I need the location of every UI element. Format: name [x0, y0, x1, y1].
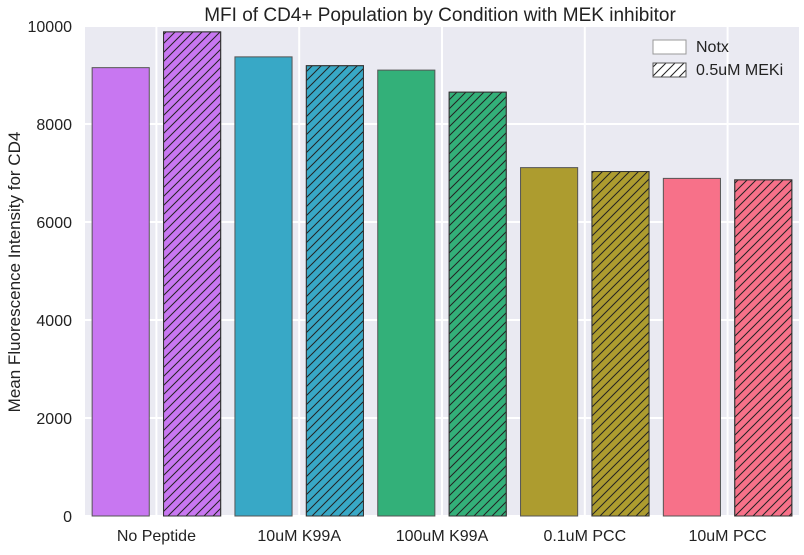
y-axis-ticks: 0 2000 4000 6000 8000 10000 — [28, 19, 73, 526]
x-tick-label: 0.1uM PCC — [543, 528, 626, 545]
bar-hatch-100um-k99a — [448, 91, 507, 517]
y-tick-label: 10000 — [28, 19, 73, 36]
legend-label-notx: Notx — [696, 39, 729, 56]
legend-label-meki: 0.5uM MEKi — [696, 62, 783, 79]
legend: Notx 0.5uM MEKi — [652, 39, 783, 79]
chart-title: MFI of CD4+ Population by Condition with… — [204, 5, 676, 26]
bar-hatch-0-1um-pcc — [591, 171, 650, 517]
x-tick-label: 100uM K99A — [396, 528, 489, 545]
bars — [91, 31, 793, 517]
y-tick-label: 0 — [63, 509, 72, 526]
legend-swatch-meki-hatch — [652, 62, 687, 78]
bar-hatch-10um-pcc — [734, 179, 793, 517]
bar-0-1um-pcc-notx — [520, 167, 579, 517]
bar-10um-pcc-notx — [662, 177, 721, 517]
bar-no-peptide-notx — [91, 67, 150, 517]
y-tick-label: 2000 — [36, 411, 72, 428]
bar-10um-k99a-notx — [234, 56, 293, 517]
bar-100um-k99a-notx — [377, 69, 436, 517]
x-axis-ticks: No Peptide 10uM K99A 100uM K99A 0.1uM PCC 10… — [117, 528, 767, 545]
bar-hatch-no-peptide — [163, 31, 222, 517]
legend-swatch-notx — [652, 39, 687, 55]
x-tick-label: 10uM PCC — [688, 528, 766, 545]
y-axis-label: Mean Fluorescence Intensity for CD4 — [5, 132, 24, 413]
y-tick-label: 8000 — [36, 117, 72, 134]
bar-hatch-10um-k99a — [305, 65, 364, 517]
y-tick-label: 6000 — [36, 215, 72, 232]
x-tick-label: No Peptide — [117, 528, 196, 545]
y-tick-label: 4000 — [36, 313, 72, 330]
x-tick-label: 10uM K99A — [257, 528, 341, 545]
